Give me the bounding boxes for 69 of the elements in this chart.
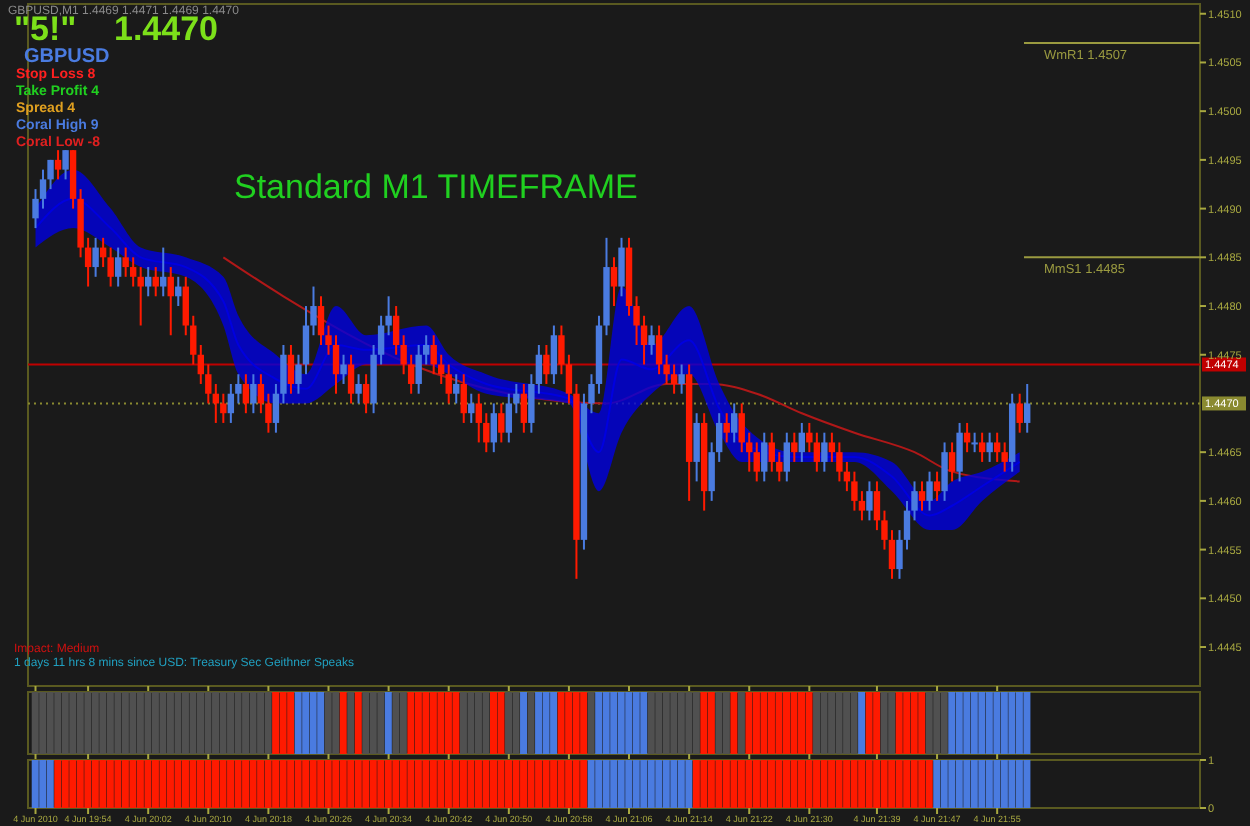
- candlestick: [791, 431, 798, 463]
- candlestick: [453, 373, 460, 405]
- candlestick: [670, 363, 678, 395]
- candlestick: [445, 363, 452, 405]
- candlestick: [993, 431, 1001, 463]
- candlestick: [430, 334, 437, 376]
- candlestick: [678, 363, 685, 395]
- candlestick: [768, 431, 775, 473]
- candlestick: [761, 431, 768, 483]
- candlestick: [468, 392, 475, 424]
- candlestick: [610, 256, 618, 308]
- candlestick: [505, 392, 513, 444]
- candlestick: [167, 266, 174, 337]
- candlestick: [129, 256, 137, 288]
- candlestick: [340, 353, 347, 385]
- candlestick: [948, 441, 956, 483]
- candlestick: [693, 412, 700, 483]
- candlestick: [520, 382, 528, 434]
- candlestick: [723, 412, 730, 444]
- candlestick: [355, 373, 362, 405]
- candlestick: [54, 149, 62, 181]
- candlestick: [114, 246, 122, 288]
- candlestick: [287, 344, 295, 395]
- candlestick: [490, 402, 497, 454]
- candlestick: [731, 402, 738, 444]
- candlestick: [798, 421, 806, 463]
- candlestick: [62, 149, 69, 181]
- candlestick: [250, 373, 257, 415]
- candlestick: [92, 236, 99, 278]
- candlestick: [543, 344, 550, 385]
- candlestick: [550, 324, 558, 385]
- candlestick: [978, 431, 986, 463]
- candlestick: [1001, 441, 1008, 473]
- candlestick: [618, 236, 625, 298]
- candlestick: [926, 470, 933, 512]
- candlestick: [242, 373, 250, 415]
- candlestick: [971, 431, 978, 454]
- candlestick: [1016, 392, 1023, 434]
- candlestick: [392, 305, 400, 356]
- candlestick: [362, 373, 370, 415]
- candlestick: [851, 470, 858, 512]
- candlestick: [918, 480, 926, 512]
- candlestick: [460, 373, 467, 424]
- candlestick: [986, 431, 993, 463]
- candlestick: [648, 324, 655, 356]
- candlestick: [941, 441, 948, 502]
- candlestick: [1024, 382, 1031, 434]
- candlestick: [813, 431, 821, 473]
- candlestick: [475, 392, 482, 444]
- candlestick: [107, 246, 114, 288]
- candlestick: [498, 402, 505, 444]
- candlestick: [227, 382, 235, 424]
- candlestick: [332, 334, 340, 395]
- candlestick: [317, 295, 325, 346]
- candlestick: [783, 431, 790, 483]
- candlestick: [655, 324, 663, 376]
- candlestick: [347, 353, 355, 405]
- candlestick: [836, 441, 843, 483]
- candlestick: [220, 392, 227, 424]
- candlestick: [866, 480, 873, 522]
- candlestick: [160, 246, 167, 298]
- candlestick: [956, 421, 963, 483]
- candlestick: [821, 431, 828, 473]
- text: Standard M1 TIMEFRAME: [234, 168, 638, 206]
- annotation: GBPUSD: [24, 46, 110, 68]
- candlestick: [145, 266, 152, 298]
- candlestick: [753, 441, 760, 483]
- candlestick: [152, 266, 159, 298]
- candlestick: [933, 470, 941, 502]
